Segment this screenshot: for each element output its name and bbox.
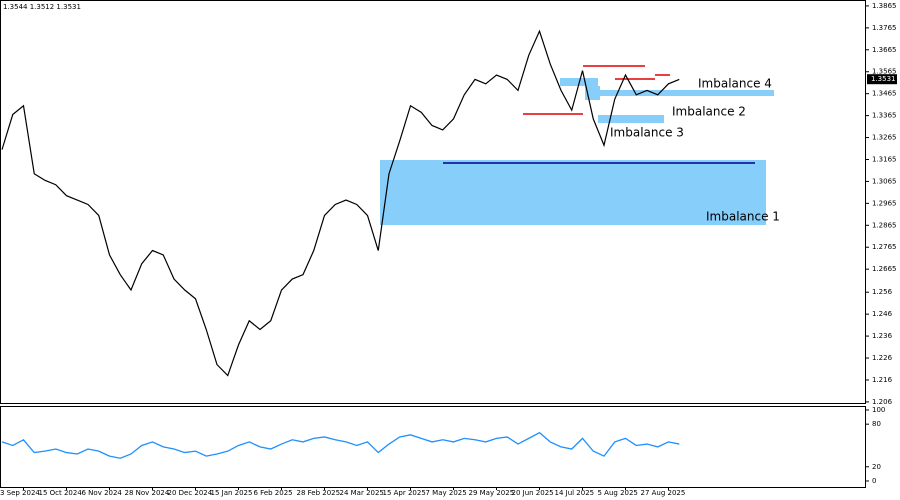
y-tick-label: 1.3365 <box>872 112 897 120</box>
annotation: Imbalance 3 <box>610 126 684 140</box>
imbalance-zone <box>598 90 774 96</box>
y-tick-label: 1.3165 <box>872 155 897 163</box>
indicator-frame <box>0 406 866 488</box>
imbalance-zone <box>598 115 664 123</box>
y-tick-label: 1.246 <box>872 310 893 318</box>
y-tick-label: 1.226 <box>872 354 893 362</box>
y-tick-label: 1.3865 <box>872 2 897 10</box>
x-tick-label: 24 Mar 2025 <box>340 489 384 497</box>
y-tick-label: 20 <box>872 463 881 471</box>
y-tick-label: 1.3665 <box>872 46 897 54</box>
x-tick-label: 5 Aug 2025 <box>598 489 638 497</box>
x-tick-label: 15 Oct 2024 <box>39 489 83 497</box>
annotation: Imbalance 4 <box>698 77 772 91</box>
x-tick-label: 28 Feb 2025 <box>297 489 341 497</box>
x-tick-label: 7 May 2025 <box>426 489 467 497</box>
x-tick-label: 6 Feb 2025 <box>254 489 293 497</box>
y-tick-label: 1.2965 <box>872 199 897 207</box>
y-tick-label: 1.3065 <box>872 177 897 185</box>
indicator-line <box>1 431 680 459</box>
y-tick-label: 100 <box>872 406 885 414</box>
x-tick-label: 27 Aug 2025 <box>641 489 686 497</box>
x-tick-label: 15 Apr 2025 <box>383 489 426 497</box>
x-tick-label: 28 Nov 2024 <box>125 489 170 497</box>
y-tick-label: 80 <box>872 420 881 428</box>
x-tick-label: 6 Nov 2024 <box>82 489 123 497</box>
y-tick-label: 1.256 <box>872 288 893 296</box>
price-line <box>1 29 680 377</box>
x-tick-label: 20 Jun 2025 <box>512 489 554 497</box>
y-tick-label: 1.236 <box>872 332 893 340</box>
y-tick-label: 1.206 <box>872 398 893 406</box>
y-tick-label: 1.216 <box>872 376 893 384</box>
annotation: Imbalance 1 <box>706 210 780 224</box>
x-tick-label: 23 Sep 2024 <box>0 489 40 497</box>
x-tick-label: 14 Jul 2025 <box>555 489 595 497</box>
plot-frame <box>0 0 866 404</box>
y-tick-label: 1.3465 <box>872 90 897 98</box>
last-price-box <box>867 74 897 85</box>
x-tick-label: 15 Jan 2025 <box>211 489 253 497</box>
x-tick-label: 20 Dec 2024 <box>168 489 213 497</box>
y-tick-label: 1.2765 <box>872 243 897 251</box>
price-header: 1.3544 1.3512 1.3531 <box>3 3 81 11</box>
annotation: Imbalance 2 <box>672 105 746 119</box>
y-tick-label: 1.3265 <box>872 134 897 142</box>
y-tick-label: 1.2665 <box>872 265 897 273</box>
y-tick-label: 1.3565 <box>872 68 897 76</box>
imbalance-zone <box>380 160 766 225</box>
last-price-label: 1.3531 <box>871 75 896 83</box>
y-tick-label: 1.2865 <box>872 221 897 229</box>
x-tick-label: 29 May 2025 <box>469 489 515 497</box>
y-tick-label: 0 <box>872 477 876 485</box>
y-tick-label: 1.3765 <box>872 24 897 32</box>
